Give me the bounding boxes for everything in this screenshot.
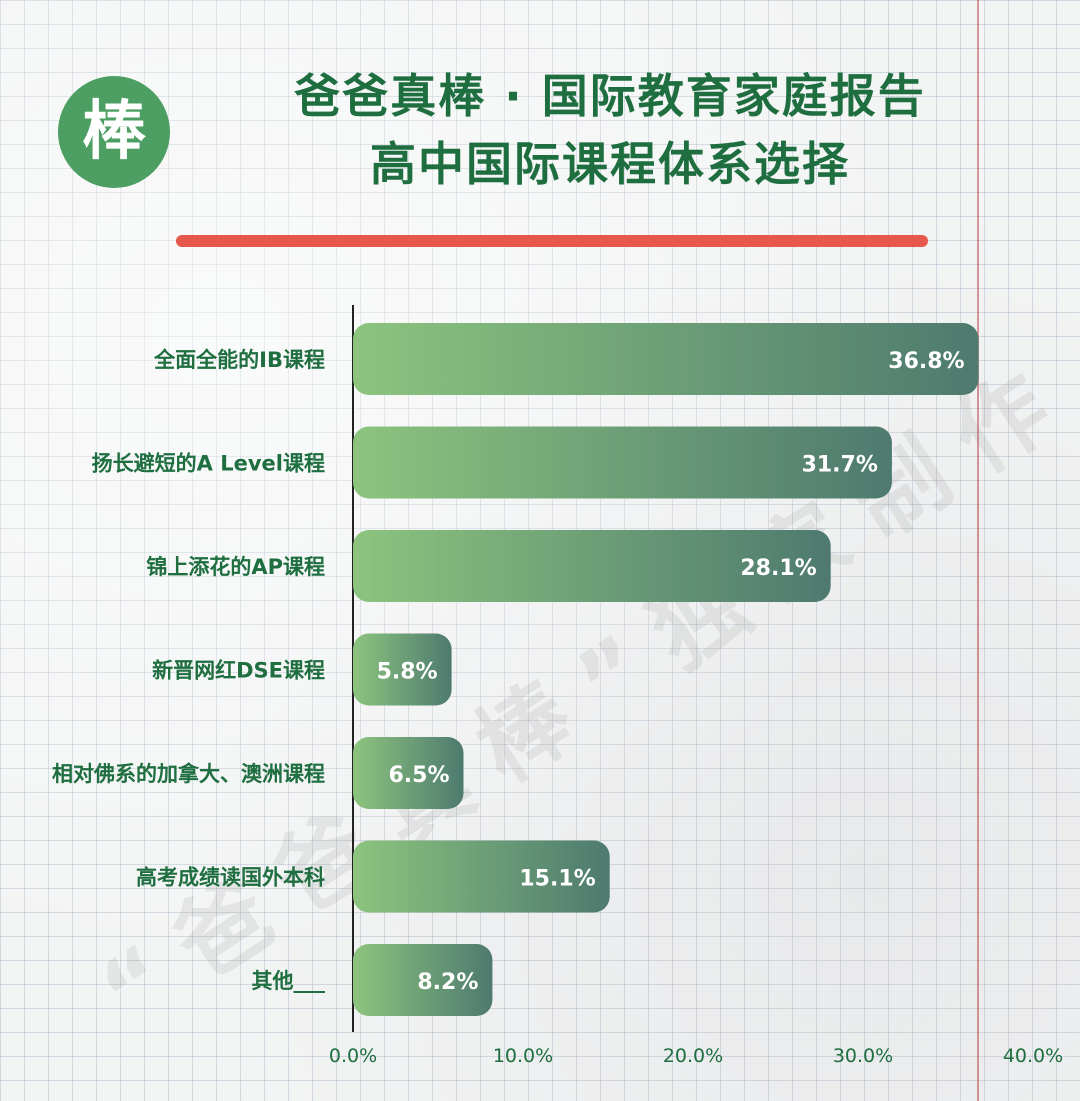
logo-character: 棒 xyxy=(82,95,146,169)
title-line-2: 高中国际课程体系选择 xyxy=(370,137,850,191)
x-tick-label: 10.0% xyxy=(493,1045,553,1067)
x-tick-label: 30.0% xyxy=(833,1045,893,1067)
data-label: 28.1% xyxy=(740,556,816,581)
report-title: 爸爸真棒 · 国际教育家庭报告 高中国际课程体系选择 xyxy=(180,62,1040,198)
bar xyxy=(353,426,892,499)
x-tick-label: 20.0% xyxy=(663,1045,723,1067)
bar xyxy=(353,633,452,706)
category-label: 锦上添花的AP课程 xyxy=(146,555,325,579)
data-label: 6.5% xyxy=(388,763,449,788)
category-label: 新晋网红DSE课程 xyxy=(152,659,325,683)
bar xyxy=(353,944,493,1016)
bar xyxy=(353,530,831,602)
category-label: 扬长避短的A Level课程 xyxy=(92,452,325,476)
title-underline xyxy=(176,235,928,247)
data-label: 8.2% xyxy=(417,970,478,995)
bar xyxy=(353,737,464,809)
category-label: 全面全能的IB课程 xyxy=(153,348,325,372)
notebook-margin-line xyxy=(977,0,979,1101)
title-line-1: 爸爸真棒 · 国际教育家庭报告 xyxy=(294,69,926,123)
x-tick-label: 0.0% xyxy=(329,1045,377,1067)
data-label: 31.7% xyxy=(802,453,878,478)
data-label: 15.1% xyxy=(519,867,595,892)
data-label: 36.8% xyxy=(888,349,964,374)
category-label: 其他___ xyxy=(252,969,326,993)
category-label: 相对佛系的加拿大、澳洲课程 xyxy=(52,762,325,786)
brand-logo: 棒 xyxy=(58,76,170,188)
bar xyxy=(353,323,979,395)
bar xyxy=(353,840,610,913)
category-label: 高考成绩读国外本科 xyxy=(136,866,325,890)
data-label: 5.8% xyxy=(377,660,438,685)
x-tick-label: 40.0% xyxy=(1003,1045,1063,1067)
